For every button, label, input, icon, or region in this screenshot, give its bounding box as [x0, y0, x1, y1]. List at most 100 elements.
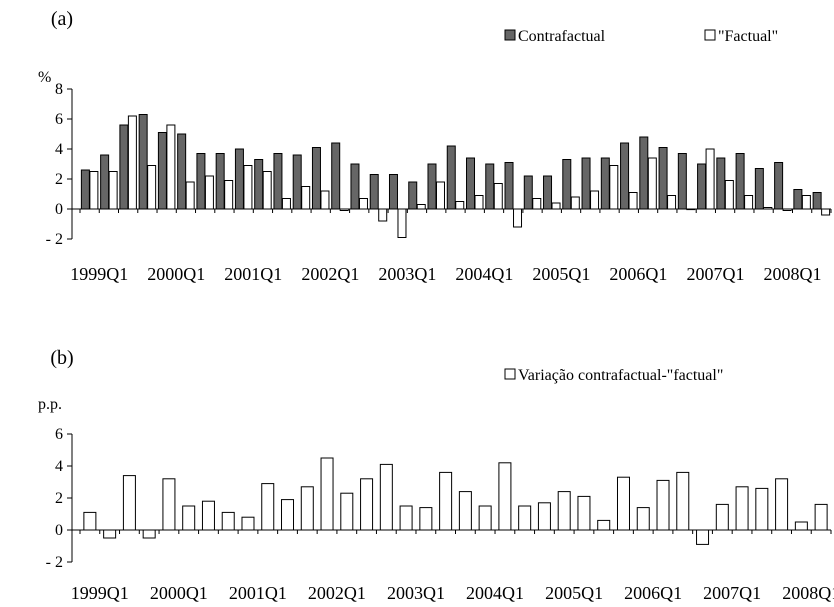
bar-series1	[609, 165, 619, 210]
panel-label: (b)	[50, 347, 73, 369]
bar-series0	[182, 505, 196, 531]
y-tick-label: - 2	[46, 231, 63, 248]
x-tick-label: 2000Q1	[150, 583, 208, 603]
bar-series1	[397, 208, 407, 238]
bar-series1	[667, 195, 677, 210]
bar-series1	[416, 204, 426, 210]
bar-series0	[775, 478, 789, 531]
y-tick-label: 8	[55, 81, 63, 98]
bar-series1	[378, 208, 388, 222]
bar-series0	[656, 479, 670, 531]
bar-series0	[498, 462, 512, 531]
bar-series0	[716, 157, 726, 210]
bar-series1	[204, 175, 214, 210]
bar-series1	[281, 198, 291, 210]
bar-series1	[744, 195, 754, 210]
bar-series0	[754, 168, 764, 210]
bar-series0	[388, 174, 398, 210]
bar-series0	[458, 491, 472, 531]
bar-series1	[435, 181, 445, 210]
y-tick-label: 2	[55, 171, 63, 188]
bar-series0	[201, 500, 215, 531]
bar-series1	[724, 180, 734, 210]
x-tick-label: 2007Q1	[703, 583, 761, 603]
legend-label: "Factual"	[718, 28, 778, 45]
bar-series0	[83, 511, 97, 531]
x-tick-label: 2008Q1	[763, 264, 821, 284]
bar-series0	[523, 175, 533, 210]
bar-series1	[763, 207, 773, 210]
x-tick-label: 2005Q1	[545, 583, 603, 603]
bar-series0	[100, 154, 110, 210]
bar-series0	[518, 505, 532, 531]
bar-series0	[292, 154, 302, 210]
bar-series0	[300, 486, 314, 531]
bar-series0	[793, 189, 803, 210]
bar-series1	[493, 183, 503, 210]
y-axis-unit-label: p.p.	[38, 396, 62, 413]
bar-series1	[821, 208, 831, 216]
bar-series1	[705, 148, 715, 210]
bar-series0	[320, 457, 334, 531]
bar-series0	[80, 169, 90, 210]
bar-series0	[485, 163, 495, 210]
bar-series0	[281, 499, 295, 531]
x-tick-label: 2001Q1	[224, 264, 282, 284]
bar-series0	[273, 153, 283, 210]
bar-series0	[658, 147, 668, 210]
bar-series0	[755, 487, 769, 531]
bar-series0	[581, 157, 591, 210]
y-axis-unit-label: %	[38, 69, 51, 86]
bar-series0	[504, 162, 514, 210]
bar-series0	[478, 505, 492, 531]
bar-series0	[794, 521, 808, 531]
bar-series0	[234, 148, 244, 210]
x-tick-label: 2008Q1	[782, 583, 834, 603]
bar-series0	[814, 503, 828, 531]
legend-swatch	[704, 29, 716, 41]
bar-series1	[301, 186, 311, 210]
bar-series0	[261, 483, 275, 531]
bar-series1	[513, 208, 523, 228]
bar-series0	[122, 475, 136, 531]
bar-series0	[446, 145, 456, 210]
bar-series1	[570, 196, 580, 210]
chart-panel-b: (b) p.p. 6 4 2 0 - 2 1999Q1 2000Q1 2001Q1 2002Q1 20…	[38, 347, 834, 603]
bar-series0	[419, 507, 433, 531]
bar-series0	[696, 529, 710, 545]
y-tick-label: 4	[55, 458, 63, 475]
bar-series0	[331, 142, 341, 210]
x-tick-label: 2003Q1	[378, 264, 436, 284]
bar-series1	[628, 192, 638, 210]
bar-series0	[577, 495, 591, 531]
x-tick-label: 2004Q1	[466, 583, 524, 603]
bar-series0	[119, 124, 129, 210]
bar-series0	[340, 492, 354, 531]
x-tick-label: 2003Q1	[387, 583, 445, 603]
bar-series0	[215, 153, 225, 210]
bar-series0	[241, 516, 255, 531]
bar-series0	[636, 507, 650, 531]
bar-series1	[224, 180, 234, 210]
bar-series1	[262, 171, 272, 210]
bar-series0	[138, 114, 148, 210]
bar-series0	[103, 529, 117, 539]
y-tick-label: - 2	[46, 554, 63, 571]
bar-series1	[185, 181, 195, 210]
bar-series0	[350, 163, 360, 210]
x-tick-label: 2000Q1	[147, 264, 205, 284]
bar-series0	[379, 463, 393, 531]
bar-series0	[427, 163, 437, 210]
bar-series1	[127, 115, 137, 210]
bar-series1	[532, 198, 542, 210]
bar-series1	[243, 165, 253, 210]
bar-series1	[474, 195, 484, 210]
legend-label: Variação contrafactual-"factual"	[518, 367, 723, 384]
bar-series1	[358, 198, 368, 210]
bar-series0	[142, 529, 156, 539]
bar-series0	[369, 174, 379, 210]
bar-series0	[177, 133, 187, 210]
bar-series1	[647, 157, 657, 210]
bar-series0	[196, 153, 206, 210]
bar-series1	[590, 190, 600, 210]
